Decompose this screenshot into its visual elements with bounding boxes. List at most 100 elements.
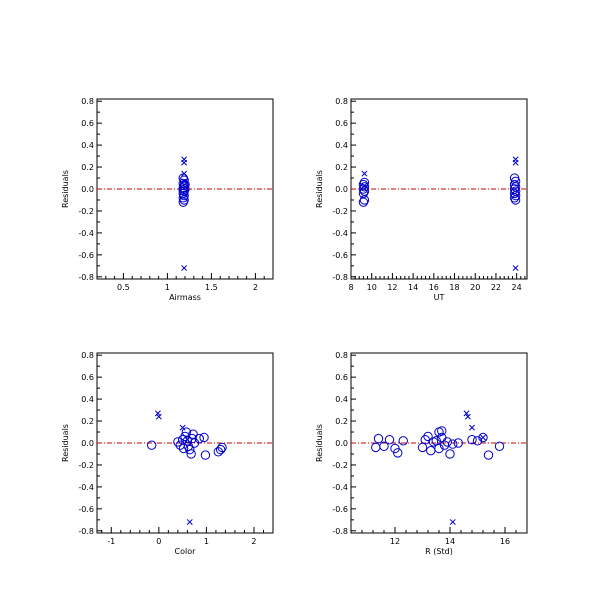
y-tick-label: 0.0 [335, 185, 348, 194]
y-tick-label: 0.2 [335, 417, 348, 426]
data-point-cross [361, 170, 368, 177]
y-tick-label: -0.4 [78, 229, 94, 238]
scatter-panel-2: -0.8 -0.6 -0.4 -0.2 0.0 0.2 0.4 0.6 0.8 8 10 12 14 16… [315, 97, 528, 302]
y-tick-label: 0.4 [81, 395, 94, 404]
data-point-circle [509, 188, 520, 199]
data-point-circle [434, 443, 444, 454]
data-point-circle [186, 449, 196, 459]
scatter-panel-1: -0.8 -0.6 -0.4 -0.2 0.0 0.2 0.4 0.6 0.8 0.5 1 1.5 2 A… [61, 97, 274, 302]
data-point-circle [423, 431, 433, 442]
y-tick-label: 0.0 [81, 439, 94, 448]
data-point-circle [217, 442, 227, 453]
data-point-cross [184, 436, 191, 443]
data-point-circle [453, 438, 463, 448]
data-point-cross [186, 519, 193, 525]
data-point-circle [417, 442, 428, 453]
data-point-cross [469, 424, 475, 431]
y-tick-label: 0.2 [81, 417, 94, 426]
x-tick-label: 1 [204, 537, 209, 546]
y-tick-label: 0.6 [335, 373, 348, 382]
data-point-circle [178, 197, 188, 207]
x-tick-label: 12 [387, 283, 397, 292]
scatter-panel-3: -0.8 -0.6 -0.4 -0.2 0.0 0.2 0.4 0.6 0.8 -1 0 1 2 Colo… [61, 351, 274, 556]
y-tick-label: 0.0 [81, 185, 94, 194]
data-point-circle [373, 433, 384, 444]
x-tick-label: 0 [156, 537, 161, 546]
y-tick-label: 0.8 [81, 97, 94, 106]
y-tick-label: 0.6 [81, 119, 94, 128]
y-tick-label: 0.0 [335, 439, 348, 448]
data-point-cross [463, 410, 470, 417]
x-tick-label: 8 [348, 283, 353, 292]
data-point-circle [185, 444, 195, 455]
y-tick-label: 0.8 [335, 351, 348, 360]
data-point-circle [359, 177, 370, 188]
x-tick-label: 2 [253, 283, 258, 292]
y-tick-label: -0.6 [78, 251, 94, 260]
y-tick-label: -0.4 [332, 483, 348, 492]
data-point-circle [359, 182, 370, 192]
y-tick-label: 0.8 [81, 351, 94, 360]
data-point-cross [181, 178, 188, 185]
y-axis-label: Residuals [315, 170, 324, 208]
x-tick-label: -1 [107, 537, 115, 546]
data-point-circle [472, 436, 483, 446]
data-point-cross [449, 519, 456, 525]
data-point-circle [371, 442, 381, 453]
data-point-circle [178, 185, 188, 195]
data-point-circle [188, 429, 198, 439]
data-point-circle [393, 448, 403, 458]
data-point-circle [173, 437, 183, 447]
y-tick-label: 0.8 [335, 97, 348, 106]
x-tick-label: 16 [500, 537, 510, 546]
y-tick-label: -0.2 [332, 461, 348, 470]
data-point-circle [194, 433, 204, 444]
data-point-circle [494, 441, 505, 451]
y-tick-label: 0.4 [335, 395, 348, 404]
data-point-circle [509, 193, 520, 203]
data-point-cross [464, 413, 471, 420]
y-tick-label: 0.6 [81, 373, 94, 382]
y-tick-label: -0.2 [332, 207, 348, 216]
data-point-circle [483, 450, 494, 460]
y-axis-label: Residuals [61, 170, 70, 208]
y-tick-label: 0.4 [81, 141, 94, 150]
x-tick-label: 14 [408, 283, 418, 292]
data-point-circle [384, 435, 395, 445]
data-point-circle [199, 432, 209, 443]
y-tick-label: -0.6 [332, 251, 348, 260]
data-point-cross [155, 413, 162, 420]
x-tick-label: 18 [449, 283, 459, 292]
data-point-cross [512, 265, 519, 271]
y-tick-label: -0.8 [78, 527, 94, 536]
data-point-cross [480, 434, 486, 441]
y-tick-label: -0.6 [332, 505, 348, 514]
x-tick-label: 16 [429, 283, 439, 292]
x-axis-label: Color [175, 547, 197, 556]
y-tick-label: 0.4 [335, 141, 348, 150]
data-point-cross [512, 159, 519, 166]
x-tick-label: 2 [251, 537, 256, 546]
y-tick-label: 0.2 [335, 163, 348, 172]
data-point-circle [398, 436, 408, 446]
data-point-cross [361, 182, 368, 189]
data-point-circle [478, 432, 488, 443]
data-point-circle [442, 437, 452, 447]
data-point-circle [358, 197, 369, 207]
data-point-circle [437, 426, 447, 436]
data-point-circle [426, 445, 436, 456]
x-tick-label: 0.5 [117, 283, 130, 292]
data-point-circle [215, 444, 226, 455]
x-axis-label: UT [434, 293, 445, 302]
x-axis-label: R (Std) [425, 547, 453, 556]
x-tick-label: 10 [367, 283, 377, 292]
y-tick-label: -0.2 [78, 461, 94, 470]
y-tick-label: -0.4 [332, 229, 348, 238]
data-point-circle [448, 439, 458, 449]
x-tick-label: 1.5 [205, 283, 218, 292]
y-tick-label: -0.2 [78, 207, 94, 216]
y-tick-label: 0.6 [335, 119, 348, 128]
data-point-circle [445, 449, 455, 459]
x-tick-label: 20 [470, 283, 480, 292]
